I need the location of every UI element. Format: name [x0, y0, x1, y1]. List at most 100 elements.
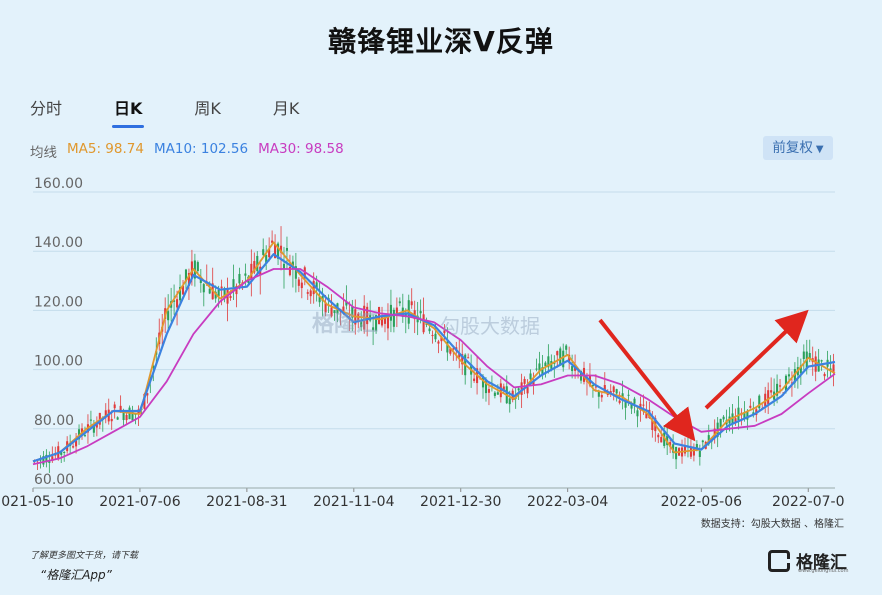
adjust-dropdown-button[interactable]: 前复权 ▼: [763, 136, 833, 160]
candle-body: [565, 345, 568, 350]
candle-body: [173, 300, 176, 302]
y-tick-label: 120.00: [34, 294, 83, 310]
candle-body: [814, 356, 817, 372]
candle-body: [223, 288, 226, 299]
candle-body: [214, 291, 217, 299]
candle-body: [176, 299, 179, 308]
candle-body: [184, 269, 188, 282]
candle-body: [779, 385, 782, 387]
candle-body: [633, 398, 636, 404]
candle-body: [749, 405, 752, 408]
candle-body: [63, 451, 66, 453]
candle-body: [119, 405, 122, 412]
candle-body: [799, 365, 802, 374]
candle-body: [642, 404, 645, 406]
candle-body: [612, 386, 615, 393]
x-tick-label: 2021-05-10: [0, 494, 74, 510]
candle-body: [45, 454, 48, 463]
candle-body: [481, 375, 485, 388]
tab-daily-k[interactable]: 日K: [111, 95, 145, 128]
candle-body: [523, 378, 526, 384]
candle-body: [187, 272, 190, 286]
candle-body: [698, 450, 701, 457]
footer-app-name: “格隆汇App”: [40, 568, 112, 582]
series-line-ma10: [32, 253, 836, 463]
candle-body: [793, 369, 796, 383]
candle-body: [51, 456, 54, 461]
candle-body: [89, 419, 92, 421]
candle-body: [309, 290, 312, 297]
candle-body: [235, 285, 238, 295]
candle-body: [556, 351, 559, 356]
y-tick-label: 60.00: [34, 472, 74, 488]
candle-body: [615, 389, 618, 394]
candle-body: [446, 341, 449, 353]
candle-body: [60, 451, 63, 455]
candle-body: [146, 393, 149, 396]
x-tick-label: 2022-03-04: [527, 494, 608, 510]
candle-body: [238, 273, 241, 284]
watermark-left: 格隆汇: [312, 312, 379, 337]
candle-body: [657, 434, 660, 438]
candle-body: [300, 282, 303, 289]
candle-body: [380, 317, 384, 326]
logo-icon: [768, 549, 790, 572]
tab-weekly-k[interactable]: 周K: [194, 99, 221, 118]
candle-body: [279, 245, 283, 253]
candle-body: [737, 407, 740, 421]
adjust-button-label: 前复权: [772, 140, 813, 156]
candle-body: [312, 280, 315, 295]
candle-body: [808, 353, 811, 359]
candle-body: [594, 386, 597, 388]
candle-body: [692, 449, 695, 456]
ma10-legend: MA10: 102.56: [153, 141, 249, 157]
candle-body: [95, 424, 98, 428]
candle-body: [529, 373, 532, 380]
candle-body: [467, 357, 470, 359]
watermark-right: 勾股大数据: [440, 314, 540, 338]
candle-body: [544, 362, 547, 367]
candle-body: [318, 296, 321, 303]
candle-body: [277, 243, 280, 259]
tab-monthly-k[interactable]: 月K: [272, 99, 300, 118]
candle-body: [550, 361, 553, 369]
candle-body: [719, 418, 722, 428]
candle-body: [499, 383, 502, 398]
candle-body: [820, 360, 823, 362]
candle-body: [443, 330, 446, 334]
candle-body: [743, 412, 746, 419]
candle-body: [764, 393, 767, 407]
candle-body: [520, 382, 523, 395]
brand-logo: 格隆汇 www.gelonghui.com: [768, 548, 848, 574]
candle-body: [767, 390, 770, 404]
candle-body: [562, 350, 565, 368]
y-tick-label: 160.00: [34, 176, 83, 192]
footer-note: 了解更多图文干货，请下载: [30, 551, 139, 561]
candle-body: [669, 442, 672, 447]
candle-body: [72, 446, 75, 448]
candle-body: [473, 378, 476, 381]
candle-body: [758, 395, 761, 409]
candle-body: [832, 364, 835, 373]
candle-body: [541, 367, 544, 376]
candle-body: [229, 296, 232, 299]
candle-body: [538, 363, 541, 371]
candle-body: [42, 456, 45, 465]
candle-body: [689, 446, 692, 457]
candle-body: [208, 288, 211, 294]
series-line-ma30: [32, 268, 836, 466]
candle-body: [600, 394, 603, 398]
candle-body: [217, 290, 220, 297]
candle-body: [220, 286, 223, 289]
candle-body: [502, 386, 505, 391]
candle-body: [116, 417, 119, 420]
candle-body: [823, 373, 826, 377]
ma-legend-label: 均线: [30, 145, 57, 161]
candle-body: [366, 306, 369, 325]
candle-body: [196, 262, 199, 272]
candle-body: [285, 247, 289, 251]
candle-body: [83, 435, 87, 437]
candle-body: [746, 411, 749, 420]
tab-intraday[interactable]: 分时: [30, 99, 63, 118]
candle-body: [265, 254, 268, 264]
